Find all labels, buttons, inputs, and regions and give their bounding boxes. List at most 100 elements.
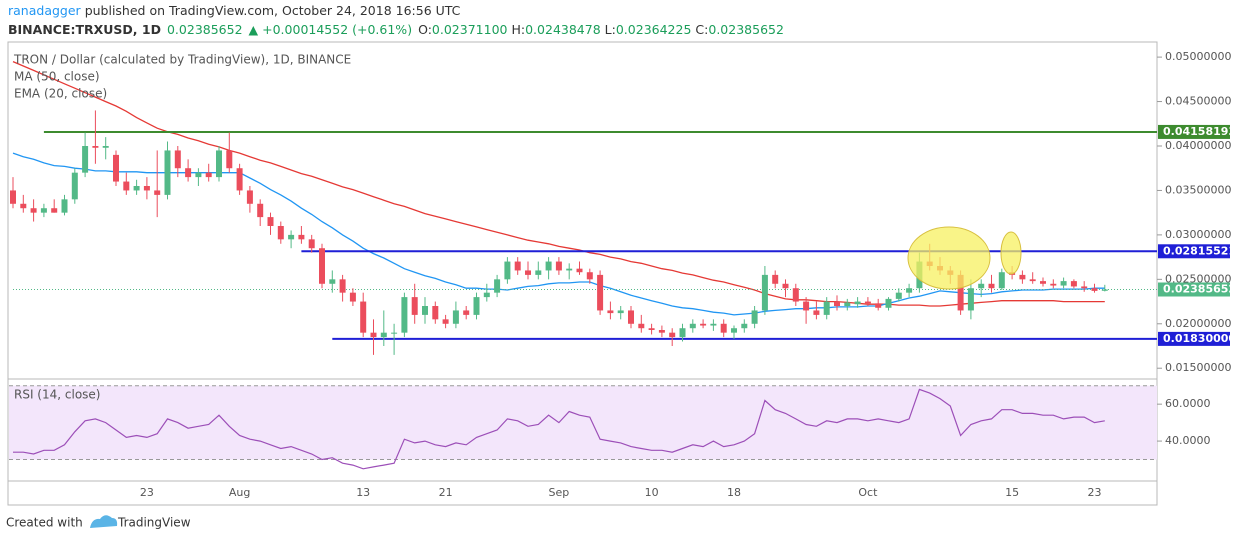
candle-body [525,270,531,275]
rsi-line [13,388,1105,470]
candle-body [391,332,398,334]
candle-body [628,310,634,324]
level-label: 0.02385652 [1163,282,1236,295]
candle-body [329,279,336,284]
candle-body [782,283,789,289]
candle-body [792,288,799,302]
price: 0.02385652 [167,22,243,37]
candle-body [473,297,480,315]
candle-body [700,323,707,326]
candle-body [164,150,171,195]
candle-body [277,226,284,240]
level-tag [1158,331,1230,346]
candle-body [597,274,604,311]
level-tag [1158,124,1230,139]
rsi-band [9,385,1157,460]
x-tick-label: Aug [229,486,250,499]
candle-body [113,154,119,182]
candle-body [658,330,665,333]
candle-body [432,306,439,320]
candle-body [555,261,562,271]
ohlc-label: C: [695,22,708,37]
candle-body [586,272,593,280]
level-tag [1158,244,1230,259]
ohlc-value: 0.02371100 [432,22,508,37]
chart-title: TRON / Dollar (calculated by TradingView… [13,53,351,67]
candle-body [422,306,428,315]
candle-body [246,190,253,204]
x-tick-label: 18 [727,486,741,499]
level-label: 0.01830000 [1163,332,1236,345]
candle-body [226,150,233,169]
ohlc-label: O: [418,22,432,37]
candle-body [349,292,356,302]
candle-body [308,239,315,249]
indicator-line [12,152,1105,316]
candle-body [813,310,820,315]
candle-body [988,283,995,289]
price-pane: 0.01500000 0.02000000 0.02500000 0.03000000… [10,50,1236,499]
x-tick-label: 10 [645,486,659,499]
candle-body [1091,288,1098,291]
candle-body [823,301,830,315]
candle-body [834,301,840,306]
y-tick-label: 0.02000000 [1165,317,1231,330]
ohlc-value: 0.02364225 [616,22,692,37]
candle-body [895,292,902,299]
candle-body [494,279,501,293]
y-tick-label: 60.0000 [1165,397,1211,410]
chart-frame [7,41,1158,506]
brand[interactable]: TradingView [117,516,191,530]
candle-body [143,186,150,191]
candle-body [1040,281,1046,284]
change: ▲ +0.00014552 (+0.61%) [249,22,413,37]
candle-body [82,146,89,173]
candle-body [967,288,974,311]
candle-body [298,234,305,240]
candle-body [195,172,202,178]
x-tick-label: 23 [1088,486,1102,499]
candle-body [442,319,449,324]
candle-body [906,288,913,293]
y-tick-label: 0.05000000 [1165,50,1231,63]
candle-body [731,328,737,333]
ohlc-value: 0.02385652 [708,22,784,37]
candle-body [257,203,264,218]
y-tick-label: 0.03500000 [1165,183,1231,196]
candle-body [267,217,274,226]
x-tick-label: 13 [356,486,370,499]
candle-body [1050,283,1057,286]
candle-body [123,181,130,191]
header-line: ranadagger published on TradingView.com, … [8,3,461,18]
candle-body [185,168,192,178]
logo[interactable] [90,515,118,528]
candle-body [102,146,109,148]
footer-text: Created with [6,516,83,530]
candle-body [380,332,387,338]
candle-body [92,146,99,148]
candle-body [720,323,727,333]
y-tick-label: 0.01500000 [1165,361,1231,374]
y-tick-label: 0.04000000 [1165,139,1231,152]
candle-body [30,208,37,213]
candle-body [452,310,459,324]
candle-body [61,199,68,213]
candle-body [864,301,871,304]
candle-body [288,234,295,240]
x-tick-label: 21 [439,486,453,499]
highlight [907,226,991,290]
candle-body [751,310,758,324]
candle-body [741,323,748,329]
author[interactable]: ranadagger [8,3,82,18]
candle-body [401,297,408,333]
y-tick-label: 0.04500000 [1165,95,1231,108]
published: published on TradingView.com, October 24… [85,3,461,18]
candle-body [20,203,27,209]
candle-body [40,208,47,213]
candle-body [1029,279,1036,282]
candle-body [514,261,521,271]
candle-body [10,190,16,204]
candle-body [998,272,1005,289]
level-tag [1158,282,1230,297]
